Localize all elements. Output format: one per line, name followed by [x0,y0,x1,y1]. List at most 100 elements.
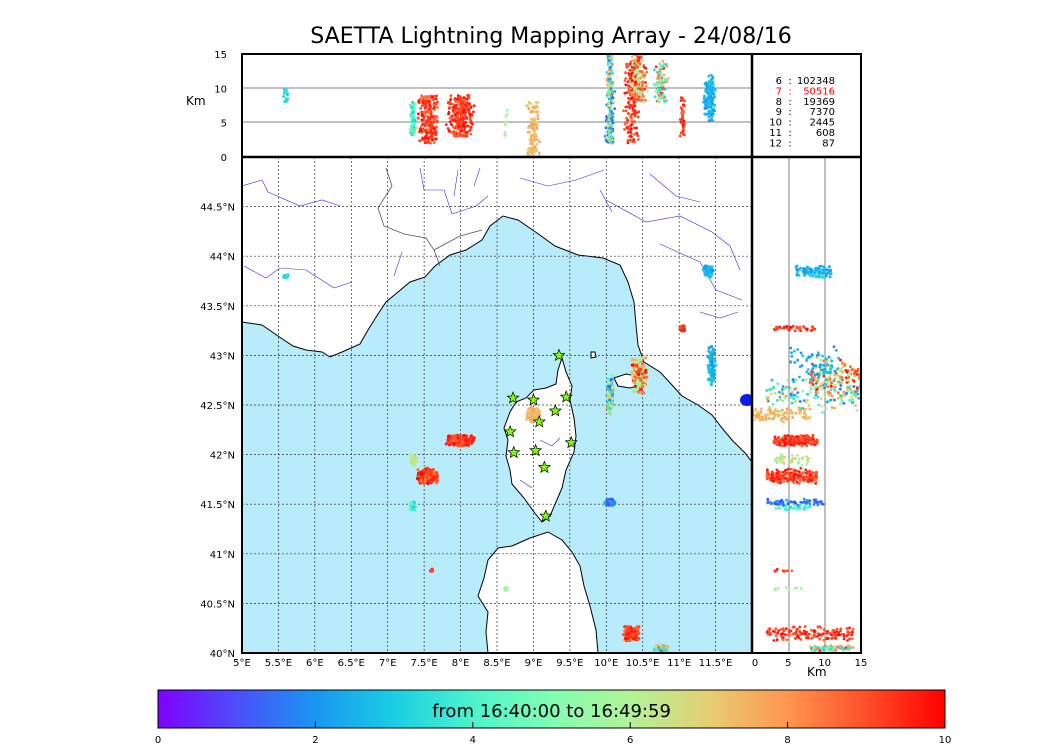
lightning-side-point [776,457,780,461]
altitude-ylabel: Km [186,94,206,108]
lightning-side-point [840,396,844,400]
lightning-altitude-point [469,132,473,136]
lightning-side-point [841,365,845,369]
lightning-side-point [766,497,770,501]
lightning-side-point [812,498,816,502]
lightning-altitude-point [707,74,711,78]
lightning-side-point [780,500,784,504]
station-count-number: 9 [776,107,782,118]
lightning-side-point [810,353,814,356]
lightning-side-point [791,457,794,461]
lightning-side-point [839,402,843,406]
lightning-altitude-point [427,136,430,140]
side-axis: 0 5 10 15 [752,658,868,669]
lightning-altitude-point [451,125,455,129]
lightning-altitude-point [629,90,632,93]
lightning-side-point [773,413,777,417]
lightning-side-point [796,395,800,399]
lightning-altitude-point [454,134,458,138]
station-count-separator: : [788,107,791,118]
lightning-altitude-point [681,113,684,117]
lightning-altitude-point [661,65,665,68]
lightning-side-point [782,480,786,483]
lightning-side-point [846,648,850,651]
lightning-altitude-point [639,94,643,97]
lightning-side-point [787,588,791,592]
lightning-altitude-point [531,109,534,113]
lightning-side-point [816,625,820,629]
lightning-altitude-point [448,116,452,120]
latitude-tick-label: 40.5°N [200,599,235,610]
lightning-side-point [851,398,855,402]
lightning-side-point [844,376,848,380]
lightning-side-point [845,388,849,392]
lightning-altitude-point [628,106,632,110]
lightning-altitude-point [637,110,641,114]
lightning-side-point [811,433,815,437]
lightning-side-point [832,373,836,377]
lightning-altitude-point [627,84,630,88]
lightning-altitude-point [428,95,431,99]
lightning-side-point [788,386,791,390]
lightning-altitude-point [710,110,714,114]
lightning-altitude-point [708,79,711,83]
lightning-altitude-point [631,140,635,144]
lightning-altitude-point [527,150,530,153]
station-count-separator: : [788,118,791,129]
lightning-side-point [805,462,808,466]
lightning-altitude-point [452,132,455,136]
lightning-altitude-point [707,83,711,86]
lightning-altitude-point [462,128,466,132]
lightning-altitude-point [410,125,414,129]
lightning-side-point [790,351,793,355]
lightning-point [644,368,648,372]
lightning-altitude-point [658,96,661,100]
lightning-side-point [799,503,802,507]
lightning-altitude-point [681,129,685,133]
lightning-altitude-point [707,115,711,119]
lightning-altitude-point [427,111,430,114]
lightning-altitude-point [469,125,473,129]
lightning-altitude-point [623,127,626,131]
lightning-altitude-point [527,107,531,110]
lightning-side-point [791,324,795,328]
lightning-altitude-point [450,123,453,126]
lightning-side-point [793,586,797,590]
lightning-altitude-point [528,130,532,134]
lightning-side-point [807,404,811,407]
lightning-altitude-point [646,89,649,93]
lightning-altitude-point [637,83,641,87]
lightning-altitude-point [465,134,469,138]
lightning-point [641,356,645,360]
station-star [548,404,562,417]
lightning-altitude-point [603,134,607,138]
longitude-tick-label: 9°E [525,658,543,669]
lightning-altitude-point [410,106,414,110]
lightning-side-point [768,474,772,478]
lightning-side-point [777,414,780,418]
lightning-altitude-point [606,92,610,96]
lightning-altitude-point [420,118,424,122]
lightning-side-point [836,367,839,370]
lightning-side-point [827,380,830,383]
lightning-side-point [790,354,794,358]
lightning-side-point [779,628,783,631]
lightning-side-point [805,439,809,443]
lightning-altitude-point [636,60,640,64]
lightning-side-point [783,455,786,459]
lightning-side-point [855,408,859,412]
lightning-side-point [789,443,793,447]
lightning-side-point [800,407,803,410]
lightning-altitude-point [610,89,614,93]
lightning-altitude-point [611,100,615,103]
lightning-altitude-point [468,116,472,119]
lightning-side-point [799,472,802,476]
lightning-altitude-point [633,58,637,62]
lightning-side-point [828,373,832,377]
lightning-side-point [795,477,798,481]
lightning-side-point [795,628,798,632]
lightning-side-point [772,639,776,642]
lightning-altitude-point [636,115,640,119]
lightning-altitude-point [636,78,640,82]
